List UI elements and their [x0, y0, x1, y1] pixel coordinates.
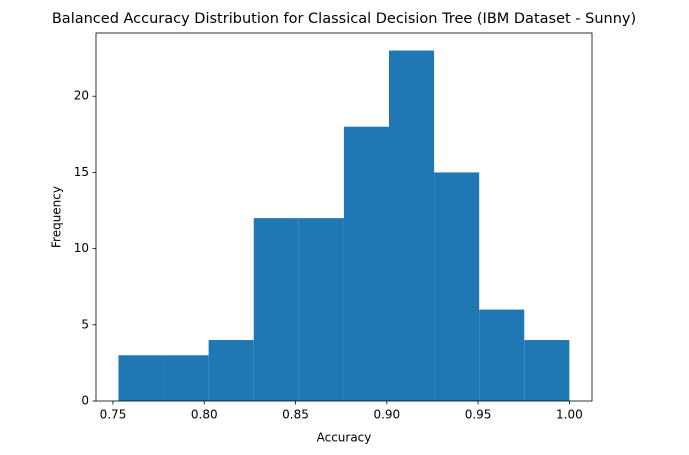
bar: [298, 218, 344, 401]
y-tick-label: 20: [74, 89, 89, 103]
bar: [343, 126, 389, 401]
bar: [118, 355, 164, 401]
x-tick-label: 0.85: [282, 408, 309, 422]
bar: [163, 355, 209, 401]
bar: [479, 309, 525, 401]
y-tick-label: 15: [74, 165, 89, 179]
y-axis-label: Frequency: [50, 186, 64, 248]
x-tick-label: 0.90: [373, 408, 400, 422]
x-axis-label: Accuracy: [317, 431, 372, 445]
y-tick-label: 5: [81, 317, 89, 331]
y-tick-label: 0: [81, 394, 89, 408]
bar: [524, 340, 570, 401]
bar: [253, 218, 299, 401]
x-tick-label: 0.80: [191, 408, 218, 422]
x-tick-label: 1.00: [556, 408, 583, 422]
x-tick-label: 0.75: [100, 408, 127, 422]
y-tick-label: 10: [74, 241, 89, 255]
chart-title: Balanced Accuracy Distribution for Class…: [52, 11, 636, 27]
bar: [208, 340, 254, 401]
bar: [434, 172, 480, 401]
bar: [388, 50, 435, 402]
axes-frame: [95, 32, 593, 402]
x-tick-label: 0.95: [465, 408, 492, 422]
